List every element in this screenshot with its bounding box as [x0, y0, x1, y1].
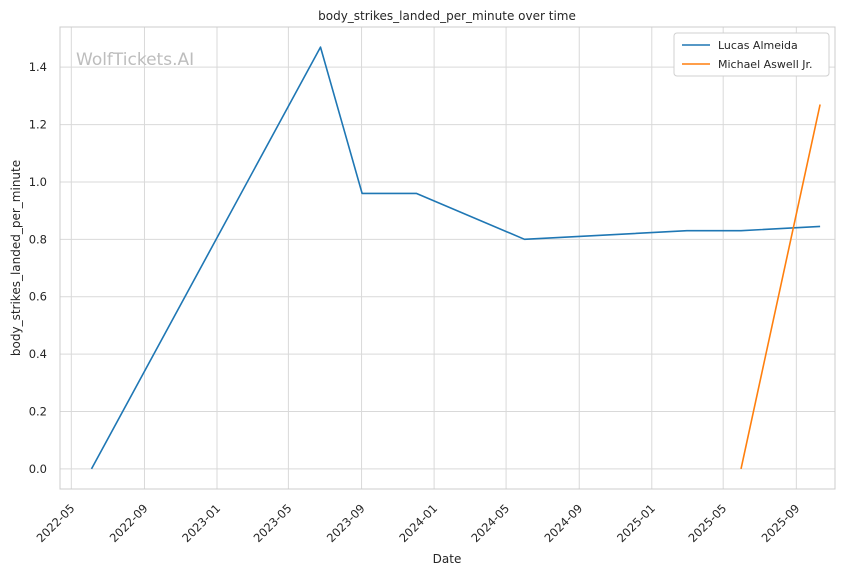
y-tick-label: 1.4 [29, 60, 47, 74]
y-tick-labels: 0.0 0.2 0.4 0.6 0.8 1.0 1.2 1.4 [29, 60, 47, 476]
x-tick-label: 2025-09 [759, 501, 803, 545]
grid-lines [60, 27, 835, 489]
legend-box [673, 32, 830, 77]
legend: Lucas Almeida Michael Aswell Jr. [673, 32, 830, 77]
x-tick-label: 2023-05 [251, 501, 295, 545]
x-tick-label: 2023-09 [324, 501, 368, 545]
x-tick-label: 2024-05 [468, 501, 512, 545]
y-axis-title: body_strikes_landed_per_minute [9, 160, 23, 356]
plot-frame [59, 26, 836, 490]
y-tick-label: 0.4 [29, 347, 47, 361]
plot-area [60, 27, 835, 489]
y-tick-label: 1.2 [29, 118, 47, 132]
watermark: WolfTickets.AI [76, 50, 194, 70]
series-lines [90, 46, 821, 470]
legend-label-michael-aswell-jr: Michael Aswell Jr. [718, 58, 813, 71]
x-tick-label: 2025-05 [685, 501, 729, 545]
y-tick-label: 0.2 [29, 405, 47, 419]
chart-title: body_strikes_landed_per_minute over time [318, 9, 576, 23]
x-tick-label: 2022-09 [107, 501, 151, 545]
y-tick-label: 0.8 [29, 232, 47, 246]
x-axis-title: Date [433, 552, 462, 566]
x-tick-label: 2024-09 [541, 501, 585, 545]
series-line-lucas-almeida [90, 46, 821, 470]
y-tick-label: 0.6 [29, 290, 47, 304]
x-tick-label: 2025-01 [614, 501, 658, 545]
legend-label-lucas-almeida: Lucas Almeida [718, 39, 798, 52]
x-tick-label: 2022-05 [34, 501, 78, 545]
series-line-michael-aswell-jr [740, 104, 821, 470]
y-tick-label: 1.0 [29, 175, 47, 189]
x-tick-labels: 2022-05 2022-09 2023-01 2023-05 2023-09 2024-… [34, 501, 803, 545]
x-tick-label: 2023-01 [179, 501, 223, 545]
y-tick-label: 0.0 [29, 462, 47, 476]
x-tick-label: 2024-01 [396, 501, 440, 545]
